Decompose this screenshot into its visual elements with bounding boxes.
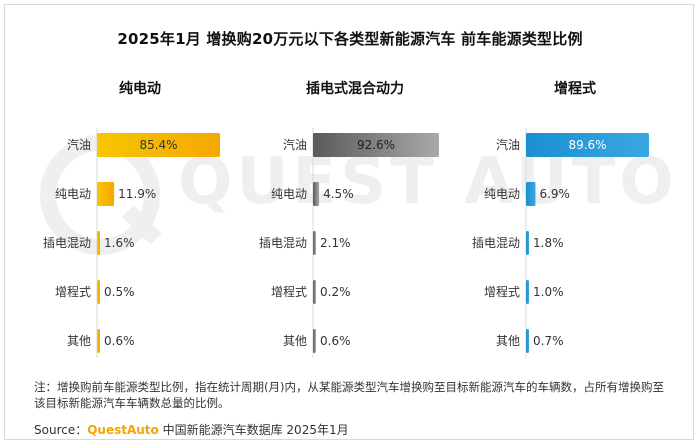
bar (526, 231, 529, 255)
value-label: 0.2% (320, 285, 351, 299)
bar (97, 182, 115, 206)
bar (526, 182, 536, 206)
value-label: 0.6% (104, 334, 135, 348)
bar (313, 231, 316, 255)
category-label: 其他 (496, 334, 520, 348)
category-label: 纯电动 (484, 187, 520, 201)
category-label: 纯电动 (271, 187, 307, 201)
panel-title-bev: 纯电动 (119, 81, 161, 97)
category-label: 插电混动 (43, 236, 91, 250)
value-label: 2.1% (320, 236, 351, 250)
category-label: 汽油 (283, 137, 307, 152)
value-label: 4.5% (323, 187, 354, 201)
value-label: 1.8% (533, 236, 564, 250)
category-label: 纯电动 (55, 187, 91, 201)
source-text: 中国新能源汽车数据库 2025年1月 (158, 423, 349, 437)
category-label: 插电混动 (472, 236, 520, 250)
category-label: 其他 (283, 334, 307, 348)
bar (313, 133, 439, 157)
bar (97, 280, 100, 304)
category-label: 插电混动 (259, 236, 307, 250)
value-label: 85.4% (139, 138, 177, 152)
value-label: 1.6% (104, 236, 135, 250)
chart-frame (4, 4, 694, 440)
source-line: Source：QuestAuto 中国新能源汽车数据库 2025年1月 (34, 421, 349, 438)
bar (526, 280, 529, 304)
value-label: 1.0% (533, 285, 564, 299)
category-label: 汽油 (496, 137, 520, 152)
bar (97, 231, 100, 255)
value-label: 6.9% (539, 187, 570, 201)
value-label: 89.6% (568, 138, 606, 152)
bar (313, 280, 316, 304)
category-label: 增程式 (484, 284, 520, 299)
bar (313, 329, 316, 353)
value-label: 92.6% (357, 138, 395, 152)
category-label: 增程式 (271, 284, 307, 299)
category-label: 增程式 (55, 284, 91, 299)
bar (97, 133, 220, 157)
footnote: 注：增换购前车能源类型比例，指在统计周期(月)内，从某能源类型汽车增换购至目标新… (34, 380, 664, 410)
bar (526, 133, 649, 157)
bar (526, 329, 529, 353)
bar (97, 329, 100, 353)
panel-title-erev: 增程式 (554, 81, 596, 97)
source-prefix: Source： (34, 423, 88, 437)
category-label: 其他 (67, 334, 91, 348)
value-label: 0.5% (104, 285, 135, 299)
value-label: 11.9% (118, 187, 156, 201)
source-brand: QuestAuto (87, 423, 159, 437)
category-label: 汽油 (67, 137, 91, 152)
panel-title-phev: 插电式混合动力 (306, 81, 404, 97)
value-label: 0.6% (320, 334, 351, 348)
bar (313, 182, 320, 206)
value-label: 0.7% (533, 334, 564, 348)
chart-title: 2025年1月 增换购20万元以下各类型新能源汽车 前车能源类型比例 (117, 30, 583, 48)
